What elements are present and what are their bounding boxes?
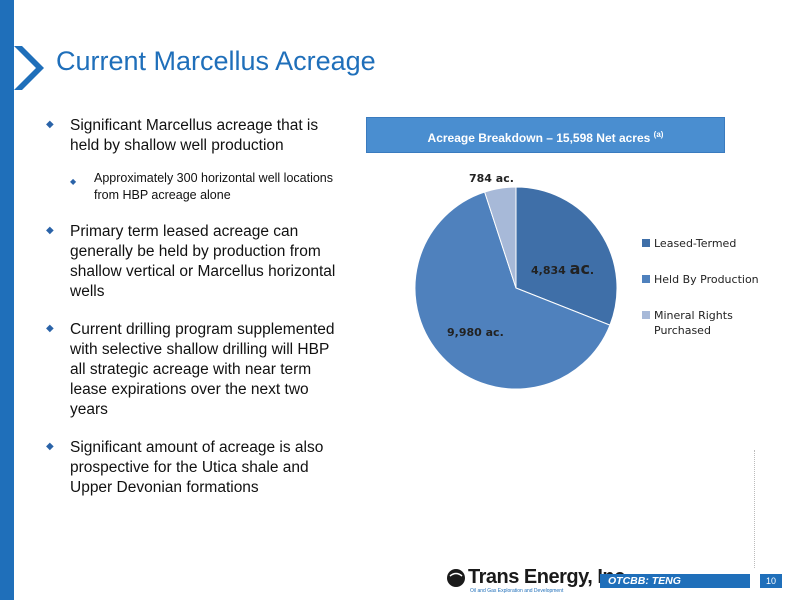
page-number: 10: [760, 574, 782, 588]
pie-chart: [414, 186, 618, 390]
legend-swatch: [642, 239, 650, 247]
slice-label-leased-unit: ac: [569, 259, 590, 278]
diamond-bullet-icon: ◆: [46, 441, 54, 452]
legend-item: Mineral Rights Purchased: [642, 308, 792, 338]
diamond-bullet-icon: ◆: [70, 177, 77, 186]
pie-slice-mineral-rights: [484, 186, 517, 289]
bullet-item: ◆ Significant Marcellus acreage that is …: [44, 116, 344, 156]
legend-swatch: [642, 311, 650, 319]
sub-bullet-item: ◆ Approximately 300 horizontal well loca…: [44, 170, 344, 204]
diamond-bullet-icon: ◆: [46, 119, 54, 130]
slice-label-mineral: 784 ac.: [469, 172, 514, 185]
legend-item: Held By Production: [642, 272, 792, 287]
pie-slice-held-by-production: [414, 191, 611, 390]
chevron-icon: [14, 46, 44, 90]
chart-header: Acreage Breakdown – 15,598 Net acres (a): [366, 117, 725, 153]
bullet-item: ◆ Primary term leased acreage can genera…: [44, 222, 344, 302]
chart-header-note: (a): [653, 130, 664, 139]
logo-globe-icon: [447, 569, 465, 587]
logo-text: Trans Energy, Inc.: [468, 566, 630, 588]
sub-bullet-text: Approximately 300 horizontal well locati…: [94, 171, 334, 202]
chart-header-text: Acreage Breakdown – 15,598 Net acres: [427, 131, 651, 145]
legend-label: Leased-Termed: [654, 237, 737, 250]
diamond-bullet-icon: ◆: [46, 225, 54, 236]
company-logo: Trans Energy, Inc. Oil and Gas Explorati…: [446, 565, 630, 595]
bullet-text: Current drilling program supplemented wi…: [70, 321, 335, 418]
slice-label-hbp: 9,980 ac.: [447, 326, 504, 339]
legend-item: Leased-Termed: [642, 236, 792, 251]
bullet-text: Significant amount of acreage is also pr…: [70, 439, 324, 496]
left-accent-bar: [0, 0, 14, 600]
ticker-label: OTCBB: TENG: [600, 574, 750, 588]
logo-subtext: Oil and Gas Exploration and Development: [470, 588, 564, 594]
bullet-item: ◆ Current drilling program supplemented …: [44, 320, 344, 420]
divider: [754, 450, 756, 568]
pie-slice-leased-termed: [515, 186, 618, 326]
bullet-text: Primary term leased acreage can generall…: [70, 223, 336, 300]
slice-label-leased-value: 4,834: [531, 264, 566, 277]
legend-swatch: [642, 275, 650, 283]
chart-legend: Leased-Termed Held By Production Mineral…: [642, 236, 792, 359]
legend-label: Mineral Rights Purchased: [654, 309, 733, 337]
slice-label-leased: 4,834 ac.: [531, 259, 595, 278]
bullet-text: Significant Marcellus acreage that is he…: [70, 117, 319, 154]
page-title: Current Marcellus Acreage: [56, 46, 376, 76]
diamond-bullet-icon: ◆: [46, 323, 54, 334]
bullet-item: ◆ Significant amount of acreage is also …: [44, 438, 344, 498]
legend-label: Held By Production: [654, 273, 759, 286]
bullet-list: ◆ Significant Marcellus acreage that is …: [44, 116, 344, 516]
